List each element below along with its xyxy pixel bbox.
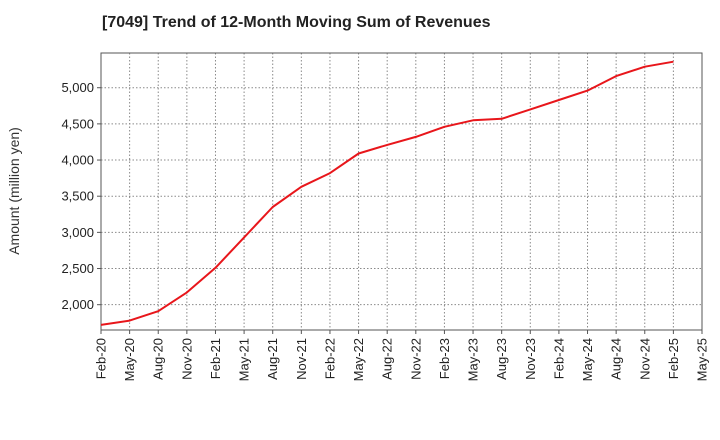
x-tick-label: May-25	[695, 338, 710, 381]
x-tick-label: Feb-22	[322, 338, 337, 379]
x-tick-label: May-21	[237, 338, 252, 381]
grid-lines	[101, 53, 702, 330]
x-tick-label: May-22	[351, 338, 366, 381]
x-tick-label: May-20	[122, 338, 137, 381]
x-tick-label: May-24	[580, 338, 595, 381]
y-tick-label: 4,500	[61, 116, 94, 131]
y-tick-label: 5,000	[61, 80, 94, 95]
chart-title: [7049] Trend of 12-Month Moving Sum of R…	[102, 14, 491, 31]
y-axis-label: Amount (million yen)	[6, 127, 22, 255]
series-lines	[100, 60, 674, 326]
x-tick-label: Aug-22	[380, 338, 395, 380]
x-tick-label: Nov-20	[179, 338, 194, 380]
x-tick-label: Nov-24	[637, 338, 652, 380]
plot-area-frame	[100, 52, 703, 331]
x-tick-label: Nov-21	[294, 338, 309, 380]
x-tick-label: Aug-23	[494, 338, 509, 380]
y-tick-label: 3,000	[61, 225, 94, 240]
x-tick-label: Nov-23	[523, 338, 538, 380]
y-axis-ticks: 2,000 2,500 3,000 3,500 4,000 4,500 5,000	[61, 80, 101, 312]
x-tick-label: Aug-24	[609, 338, 624, 380]
y-tick-label: 3,500	[61, 189, 94, 204]
y-tick-label: 4,000	[61, 153, 94, 168]
x-tick-label: May-23	[466, 338, 481, 381]
y-tick-label: 2,500	[61, 261, 94, 276]
x-tick-label: Aug-21	[265, 338, 280, 380]
y-tick-label: 2,000	[61, 297, 94, 312]
x-tick-label: Nov-22	[408, 338, 423, 380]
x-tick-label: Feb-24	[551, 338, 566, 379]
x-tick-label: Feb-20	[94, 338, 109, 379]
x-tick-label: Aug-20	[151, 338, 166, 380]
x-tick-label: Feb-25	[666, 338, 681, 379]
x-tick-label: Feb-23	[437, 338, 452, 379]
x-tick-label: Feb-21	[208, 338, 223, 379]
series-line	[100, 60, 674, 326]
x-axis-ticks: Feb-20 May-20 Aug-20 Nov-20 Feb-21 May-21 Aug-…	[94, 330, 710, 381]
